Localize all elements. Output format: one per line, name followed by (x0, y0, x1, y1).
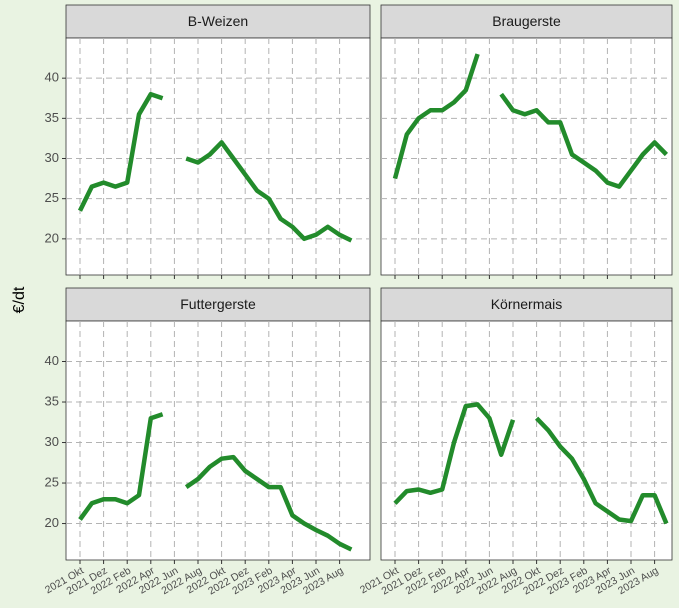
y-tick-label: 40 (45, 353, 59, 368)
panel-strip (65, 4, 371, 39)
panel-strip (65, 287, 371, 322)
y-tick-label: 20 (45, 230, 59, 245)
line (392, 53, 669, 189)
y-tick-label: 30 (45, 150, 59, 165)
y-axis-label: €/dt (11, 286, 28, 313)
line (77, 91, 353, 243)
panel-strip (380, 287, 673, 322)
y-tick-label: 30 (45, 434, 59, 449)
y-tick-label: 35 (45, 393, 59, 408)
y-tick-label: 40 (45, 70, 59, 85)
panel (65, 320, 371, 561)
y-tick-label: 25 (45, 474, 59, 489)
panel-title: Futtergerste (180, 296, 256, 312)
y-tick-label: 35 (45, 110, 59, 125)
line (393, 402, 669, 525)
panel-title: Körnermais (491, 296, 563, 312)
y-tick-label: 25 (45, 190, 59, 205)
panel (380, 37, 673, 276)
panel-title: Braugerste (492, 13, 561, 29)
panel (65, 37, 371, 276)
panel (380, 320, 673, 561)
panel-title: B-Weizen (188, 13, 248, 29)
line (78, 412, 353, 552)
y-tick-label: 20 (45, 515, 59, 530)
panel-strip (380, 4, 673, 39)
